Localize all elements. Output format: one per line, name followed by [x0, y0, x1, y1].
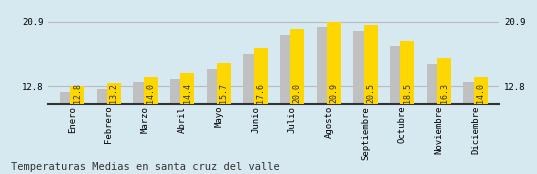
Text: 20.9: 20.9 [330, 83, 338, 103]
Bar [144, 77, 158, 174]
Bar [217, 63, 231, 174]
Bar [353, 31, 367, 174]
Text: 15.7: 15.7 [220, 83, 229, 103]
Bar [280, 35, 294, 174]
Bar [253, 48, 267, 174]
Text: 20.5: 20.5 [366, 83, 375, 103]
Bar [70, 86, 84, 174]
Text: 20.0: 20.0 [293, 83, 302, 103]
Bar [291, 29, 304, 174]
Bar [463, 82, 477, 174]
Text: 18.5: 18.5 [403, 83, 412, 103]
Bar [107, 83, 121, 174]
Bar [427, 64, 441, 174]
Text: 17.6: 17.6 [256, 83, 265, 103]
Bar [133, 82, 147, 174]
Text: 12.8: 12.8 [73, 83, 82, 103]
Bar [317, 27, 331, 174]
Bar [243, 54, 257, 174]
Bar [170, 79, 184, 174]
Bar [401, 41, 415, 174]
Text: 14.0: 14.0 [146, 83, 155, 103]
Bar [180, 73, 194, 174]
Bar [474, 77, 488, 174]
Bar [97, 89, 111, 174]
Bar [437, 58, 451, 174]
Text: 14.4: 14.4 [183, 83, 192, 103]
Bar [60, 92, 74, 174]
Text: 16.3: 16.3 [439, 83, 448, 103]
Bar [327, 22, 341, 174]
Text: 13.2: 13.2 [110, 83, 119, 103]
Bar [390, 46, 404, 174]
Text: Temperaturas Medias en santa cruz del valle: Temperaturas Medias en santa cruz del va… [11, 162, 279, 172]
Bar [207, 69, 221, 174]
Text: 14.0: 14.0 [476, 83, 485, 103]
Bar [364, 25, 378, 174]
